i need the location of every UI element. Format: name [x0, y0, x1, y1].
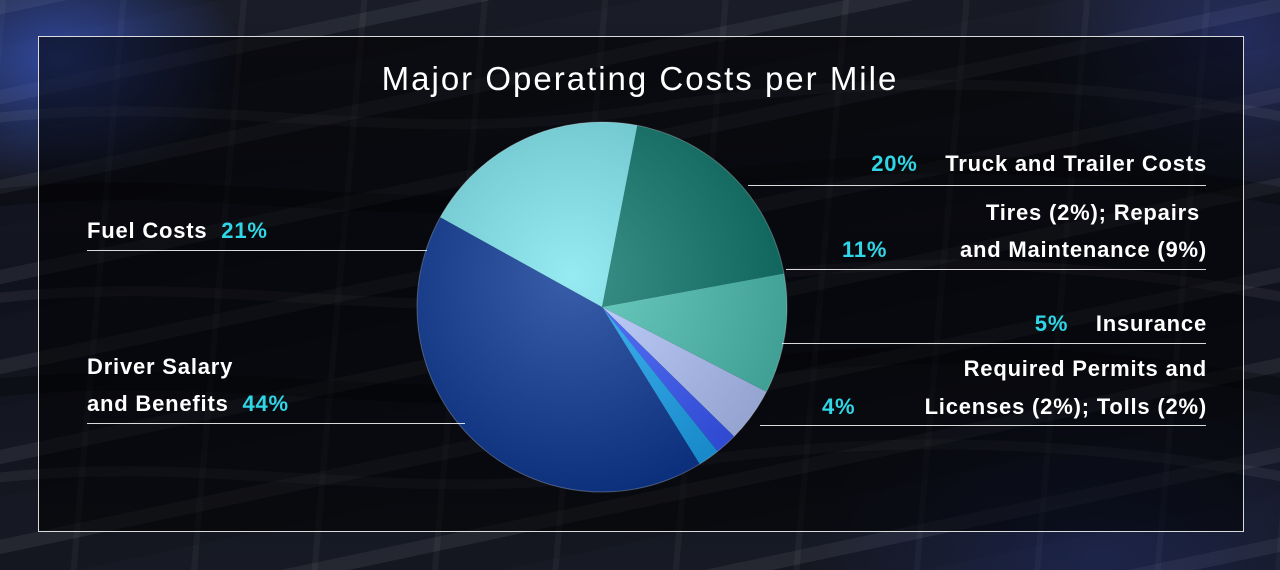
label-repairs-pct: 11%	[842, 237, 888, 262]
label-permits-pct: 4%	[822, 394, 856, 419]
label-permits-line1: Required Permits and	[963, 356, 1207, 381]
label-fuel-pct: 21%	[221, 218, 268, 243]
label-fuel: Fuel Costs 21%	[87, 212, 268, 249]
label-insurance-pct: 5%	[1034, 311, 1069, 336]
label-driver-line2: and Benefits 44%	[87, 391, 289, 416]
label-truck-trailer: 20% Truck and Trailer Costs	[780, 145, 1207, 182]
leader-line-repairs	[786, 269, 1206, 270]
label-driver-pct: 44%	[242, 391, 289, 416]
label-truck-trailer-pct: 20%	[871, 151, 918, 176]
leader-line-fuel	[87, 250, 427, 251]
leader-line-permits	[760, 425, 1206, 426]
label-fuel-text: Fuel Costs	[87, 218, 208, 243]
chart-title: Major Operating Costs per Mile	[381, 60, 899, 97]
leader-line-truck-trailer	[748, 185, 1206, 186]
label-insurance: 5% Insurance	[780, 305, 1207, 342]
leader-line-driver	[87, 423, 465, 424]
label-repairs-line1: Tires (2%); Repairs	[985, 200, 1200, 225]
label-truck-trailer-text: Truck and Trailer Costs	[945, 151, 1207, 176]
label-permits-line2: Licenses (2%); Tolls (2%)	[924, 394, 1207, 419]
label-driver-line1: Driver Salary	[87, 354, 234, 379]
label-repairs-line2: and Maintenance (9%)	[959, 237, 1207, 262]
leader-line-insurance	[782, 343, 1206, 344]
label-insurance-text: Insurance	[1095, 311, 1207, 336]
